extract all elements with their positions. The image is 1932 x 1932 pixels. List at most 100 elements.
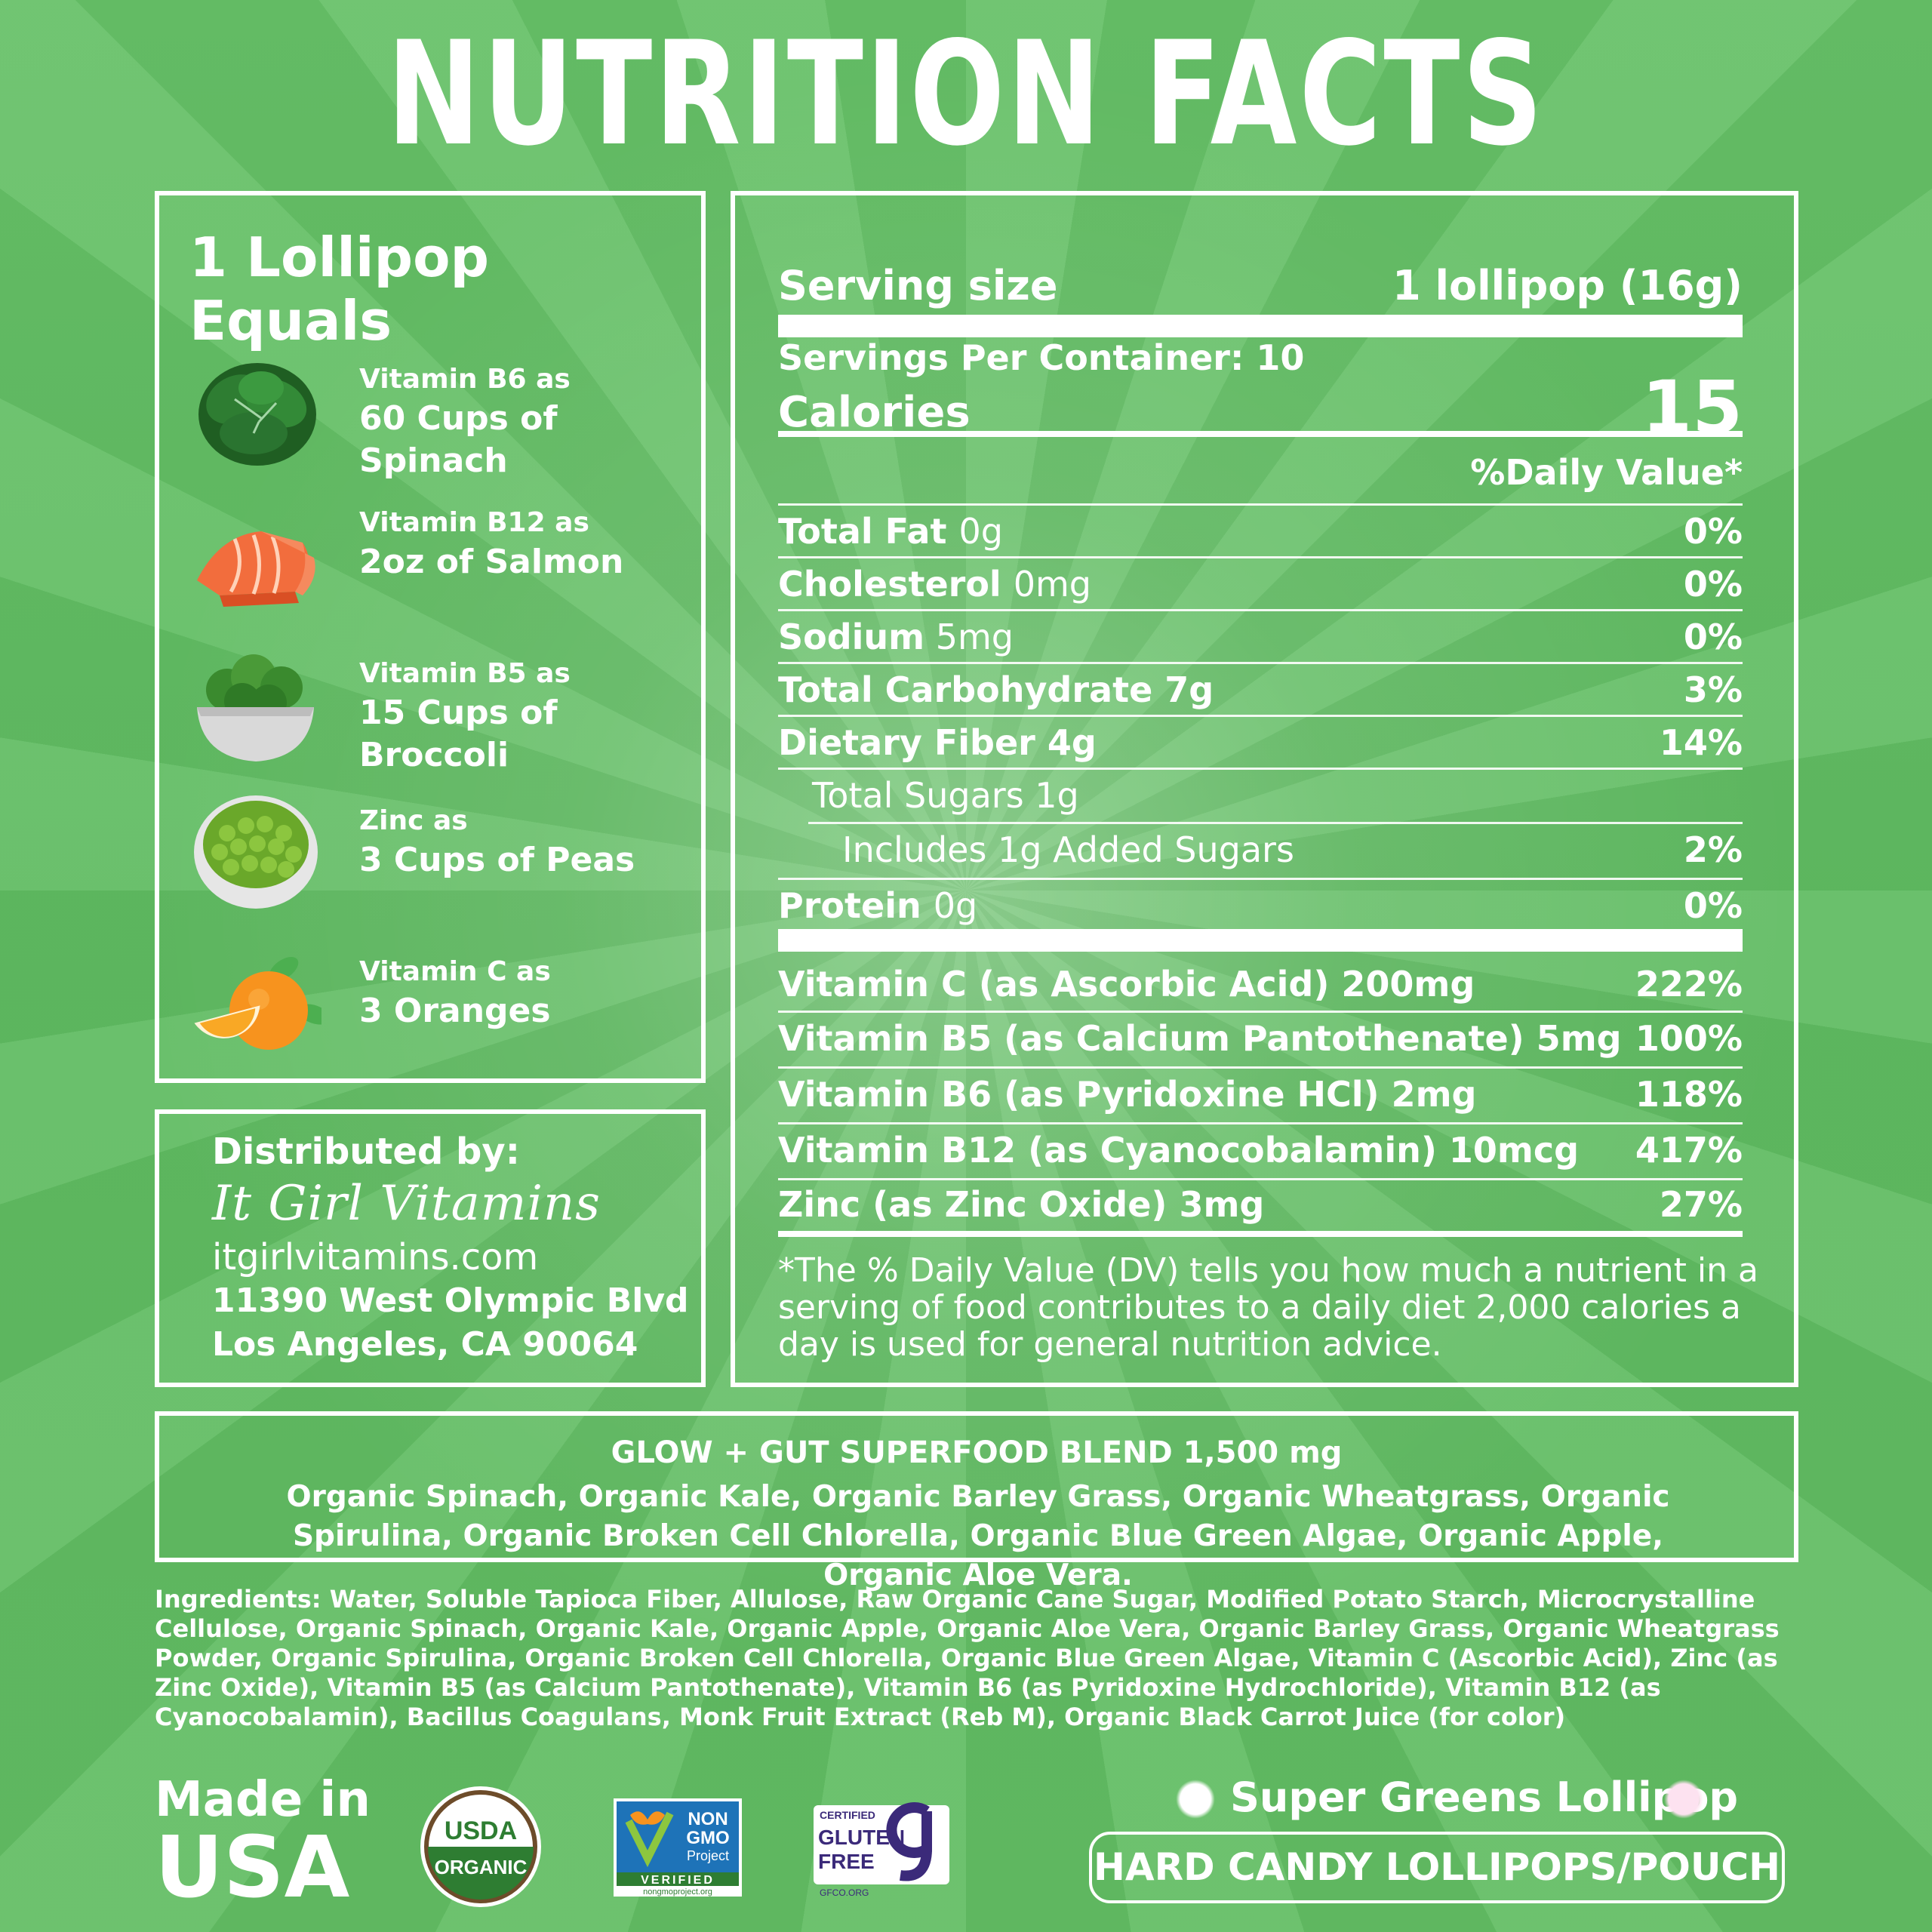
equals-item-equivalent: 3 Oranges bbox=[359, 992, 551, 1030]
address-line-2: Los Angeles, CA 90064 bbox=[212, 1325, 638, 1364]
vitamin-label: Vitamin B5 (as Calcium Pantothenate) 5mg bbox=[778, 1018, 1622, 1059]
divider-thin bbox=[778, 1122, 1743, 1124]
equals-item-nutrient: Vitamin B6 as bbox=[359, 364, 571, 395]
sparkle-icon bbox=[1176, 1780, 1215, 1819]
divider-thin bbox=[778, 609, 1743, 611]
distributor-panel: Distributed by: It Girl Vitamins itgirlv… bbox=[155, 1109, 706, 1387]
superfood-blend-panel: GLOW + GUT SUPERFOOD BLEND 1,500 mg Orga… bbox=[155, 1411, 1798, 1592]
equals-item-equivalent: 2oz of Salmon bbox=[359, 543, 624, 581]
nutrient-label: Dietary Fiber 4g bbox=[778, 722, 1097, 763]
equals-item-equivalent: 60 Cups of Spinach bbox=[359, 399, 558, 480]
nutrient-amount: 5mg bbox=[924, 617, 1014, 657]
divider-thin bbox=[778, 662, 1743, 664]
equals-panel: 1 Lollipop Equals Vitamin B6 as 60 Cups … bbox=[155, 191, 706, 1083]
nongmo-url-text: nongmoproject.org bbox=[643, 1887, 712, 1897]
vitamin-dv: 222% bbox=[1635, 964, 1743, 1004]
nutrient-dv: 3% bbox=[1683, 669, 1743, 710]
divider-thick bbox=[778, 315, 1743, 337]
divider-thin bbox=[778, 1178, 1743, 1180]
orange-icon bbox=[194, 957, 321, 1050]
ingredients-list: Ingredients: Water, Soluble Tapioca Fibe… bbox=[155, 1585, 1780, 1731]
equals-item-nutrient: Zinc as bbox=[359, 805, 468, 836]
nutrient-dv: 0% bbox=[1683, 511, 1743, 552]
nutrient-amount: 0g bbox=[933, 885, 978, 926]
address-line-1: 11390 West Olympic Blvd bbox=[212, 1281, 689, 1320]
nutrient-amount: Includes 1g Added Sugars bbox=[842, 829, 1294, 870]
equals-item-equivalent: 15 Cups of Broccoli bbox=[359, 694, 558, 774]
vitamin-dv: 118% bbox=[1635, 1074, 1743, 1115]
divider-thin bbox=[778, 1011, 1743, 1013]
equals-item: Vitamin B5 as 15 Cups of Broccoli bbox=[189, 641, 703, 774]
blend-title: GLOW + GUT SUPERFOOD BLEND 1,500 mg bbox=[611, 1435, 1343, 1470]
brand-name: It Girl Vitamins bbox=[212, 1176, 601, 1232]
nutrient-amount: 1g bbox=[1023, 775, 1079, 816]
equals-item: Zinc as 3 Cups of Peas bbox=[189, 788, 703, 916]
sparkle-icon bbox=[1664, 1780, 1703, 1819]
nutrient-dv: 0% bbox=[1683, 885, 1743, 926]
usda-organic-icon: USDA ORGANIC bbox=[420, 1786, 541, 1907]
equals-heading: 1 Lollipop Equals bbox=[189, 226, 490, 352]
vitamin-label: Zinc (as Zinc Oxide) 3mg bbox=[778, 1184, 1265, 1225]
equals-item-nutrient: Vitamin B12 as bbox=[359, 507, 589, 538]
usa-text: USA bbox=[155, 1819, 350, 1917]
nutrient-label: Total Fat bbox=[778, 511, 947, 552]
product-name: Super Greens Lollipop bbox=[1230, 1774, 1739, 1821]
divider-thin bbox=[778, 768, 1743, 770]
daily-value-footnote: *The % Daily Value (DV) tells you how mu… bbox=[778, 1251, 1758, 1364]
certified-text: CERTIFIED bbox=[820, 1809, 875, 1821]
nutrient-label: Total Sugars bbox=[812, 775, 1024, 816]
calories-row: Calories 15 bbox=[778, 365, 1743, 450]
usda-text: USDA bbox=[445, 1817, 517, 1845]
equals-item: Vitamin B6 as 60 Cups of Spinach bbox=[189, 346, 703, 480]
nutrient-dv: 14% bbox=[1659, 722, 1743, 763]
divider-thin bbox=[808, 822, 1743, 824]
product-type-badge: HARD CANDY LOLLIPOPS/POUCH bbox=[1089, 1832, 1785, 1903]
organic-text: ORGANIC bbox=[435, 1856, 528, 1878]
serving-size-label: Serving size bbox=[778, 262, 1058, 309]
distributor-label: Distributed by: bbox=[212, 1131, 520, 1173]
servings-per-container-text: Servings Per Container: 10 bbox=[778, 337, 1305, 378]
divider-thin bbox=[778, 1066, 1743, 1069]
nutrition-facts-panel: Serving size 1 lollipop (16g) Servings P… bbox=[731, 191, 1798, 1387]
non-text: NON bbox=[688, 1809, 728, 1829]
divider-thin bbox=[778, 503, 1743, 506]
vitamin-dv: 100% bbox=[1635, 1018, 1743, 1059]
gmo-text: GMO bbox=[686, 1828, 729, 1848]
nutrient-label: Sodium bbox=[778, 617, 925, 657]
equals-item-nutrient: Vitamin C as bbox=[359, 956, 551, 987]
blend-ingredients: Organic Spinach, Organic Kale, Organic B… bbox=[286, 1480, 1670, 1592]
vitamin-label: Vitamin B12 (as Cyanocobalamin) 10mcg bbox=[778, 1130, 1580, 1171]
equals-item-nutrient: Vitamin B5 as bbox=[359, 658, 571, 689]
website-text: itgirlvitamins.com bbox=[212, 1236, 539, 1278]
nutrient-amount: 0mg bbox=[1013, 564, 1091, 605]
gluten-free-icon: CERTIFIED GLUTEN FREE GFCO.ORG bbox=[814, 1802, 949, 1898]
equals-item-equivalent: 3 Cups of Peas bbox=[359, 841, 635, 879]
vitamin-label: Vitamin C (as Ascorbic Acid) 200mg bbox=[778, 964, 1475, 1004]
gfco-text: GFCO.ORG bbox=[820, 1887, 869, 1898]
vitamin-dv: 417% bbox=[1635, 1130, 1743, 1171]
broccoli-icon bbox=[197, 654, 314, 761]
nutrient-dv: 0% bbox=[1683, 564, 1743, 605]
nutrient-label: Cholesterol bbox=[778, 564, 1001, 605]
divider-thin bbox=[778, 878, 1743, 880]
divider-thin bbox=[778, 556, 1743, 558]
free-text: FREE bbox=[818, 1850, 875, 1873]
made-in-usa: Made in USA bbox=[155, 1772, 371, 1917]
made-in-text: Made in bbox=[155, 1772, 371, 1828]
project-text: Project bbox=[687, 1848, 729, 1863]
serving-size-value: 1 lollipop (16g) bbox=[1392, 262, 1743, 309]
nutrient-amount: 0g bbox=[958, 511, 1003, 552]
salmon-icon bbox=[197, 531, 315, 607]
calories-value: 15 bbox=[1641, 365, 1743, 450]
equals-item: Vitamin B12 as 2oz of Salmon bbox=[189, 490, 703, 618]
page-title: NUTRITION FACTS bbox=[386, 11, 1546, 177]
calories-label: Calories bbox=[778, 388, 971, 437]
nutrient-label: Protein bbox=[778, 885, 921, 926]
nutrient-dv: 2% bbox=[1683, 829, 1743, 870]
divider-thick bbox=[778, 929, 1743, 952]
divider-medium bbox=[778, 431, 1743, 437]
non-gmo-verified-icon: NON GMO Project VERIFIED nongmoproject.o… bbox=[614, 1798, 742, 1897]
nutrient-label: Total Carbohydrate 7g bbox=[778, 669, 1214, 710]
verified-text: VERIFIED bbox=[641, 1874, 715, 1887]
equals-item: Vitamin C as 3 Oranges bbox=[189, 939, 703, 1067]
